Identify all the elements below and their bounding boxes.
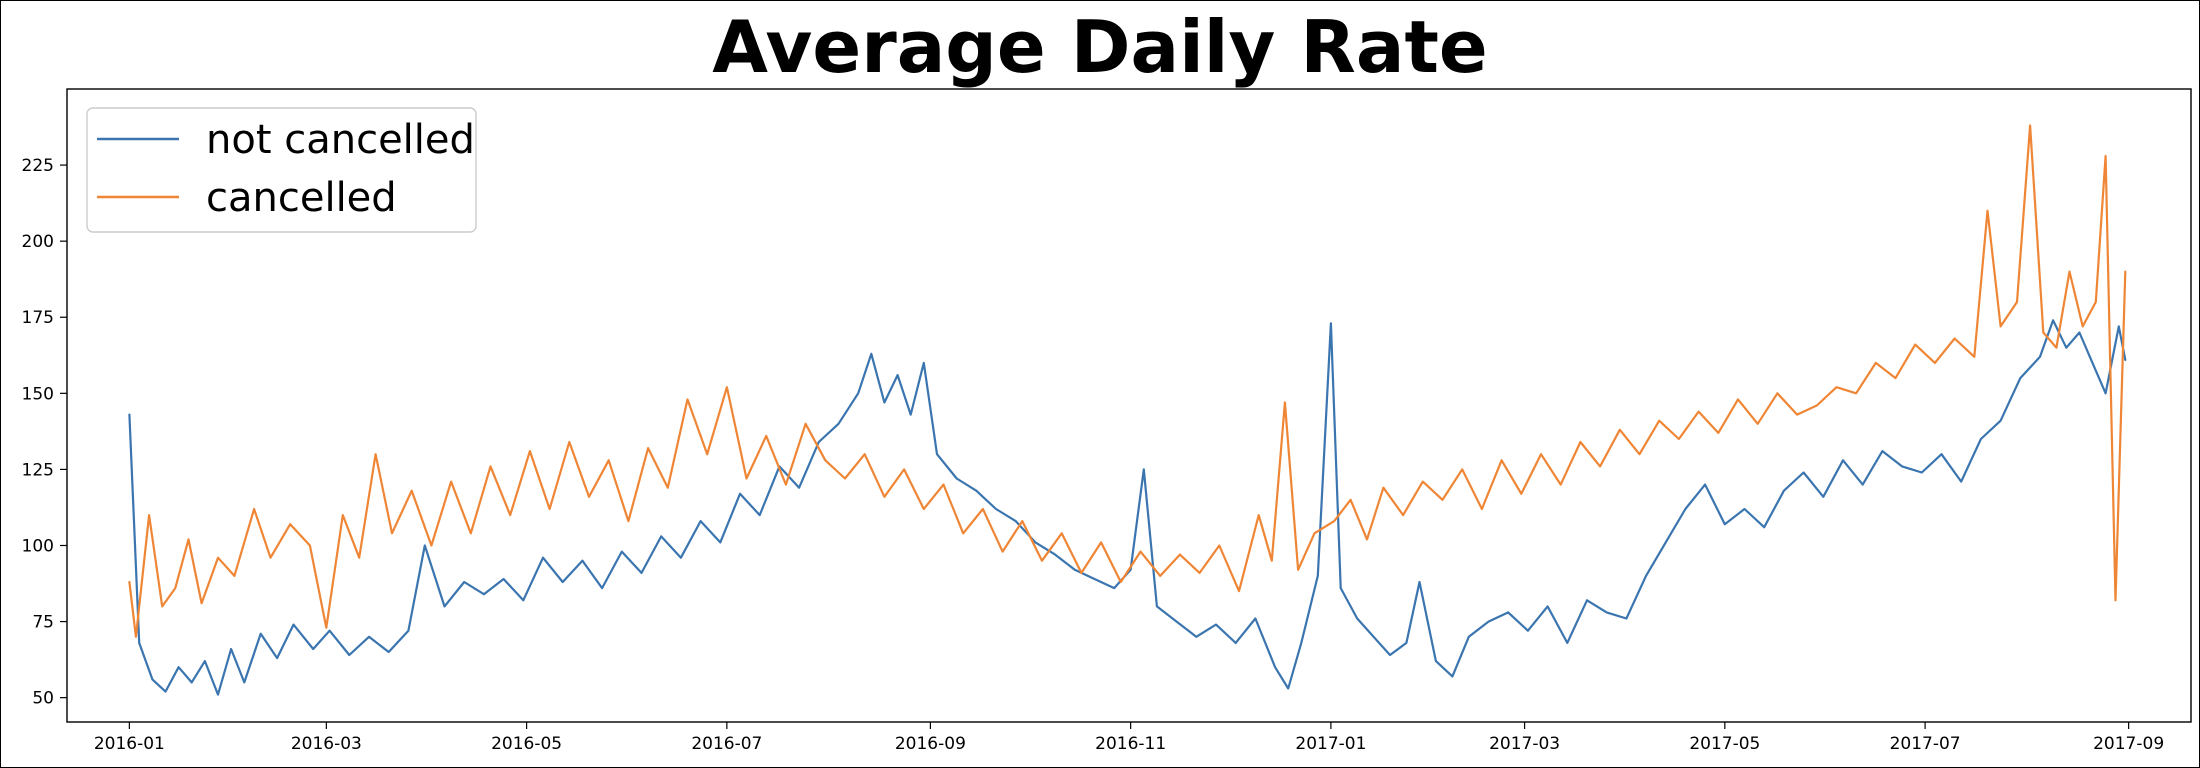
series-line-cancelled bbox=[128, 124, 2127, 638]
y-tick-label: 200 bbox=[22, 232, 54, 252]
x-tick-label: 2017-03 bbox=[1489, 734, 1560, 754]
x-tick-label: 2017-09 bbox=[2093, 734, 2164, 754]
series-line-not-cancelled bbox=[128, 319, 2127, 696]
x-tick-label: 2017-01 bbox=[1295, 734, 1366, 754]
y-tick-label: 75 bbox=[32, 613, 54, 633]
x-axis: 2016-01 2016-03 2016-05 2016-07 2016-09 2016-… bbox=[94, 722, 2164, 754]
x-tick-label: 2016-09 bbox=[895, 734, 966, 754]
legend-label-not-cancelled: not cancelled bbox=[206, 117, 475, 163]
chart-title: Average Daily Rate bbox=[712, 5, 1488, 89]
y-axis: 50 75 100 125 150 175 200 225 bbox=[22, 156, 67, 709]
legend: not cancelled cancelled bbox=[86, 107, 477, 233]
y-tick-label: 125 bbox=[22, 460, 54, 480]
y-tick-label: 150 bbox=[22, 384, 54, 404]
x-tick-label: 2017-05 bbox=[1689, 734, 1760, 754]
legend-box bbox=[86, 107, 477, 233]
y-tick-label: 225 bbox=[22, 156, 54, 176]
x-tick-label: 2016-03 bbox=[291, 734, 362, 754]
x-tick-label: 2016-05 bbox=[491, 734, 562, 754]
x-tick-label: 2017-07 bbox=[1890, 734, 1961, 754]
x-tick-label: 2016-11 bbox=[1095, 734, 1166, 754]
y-tick-label: 100 bbox=[22, 536, 54, 556]
legend-label-cancelled: cancelled bbox=[206, 175, 397, 221]
series-layer bbox=[128, 124, 2127, 696]
x-tick-label: 2016-01 bbox=[94, 734, 165, 754]
y-tick-label: 175 bbox=[22, 308, 54, 328]
y-tick-label: 50 bbox=[32, 689, 54, 709]
x-tick-label: 2016-07 bbox=[691, 734, 762, 754]
